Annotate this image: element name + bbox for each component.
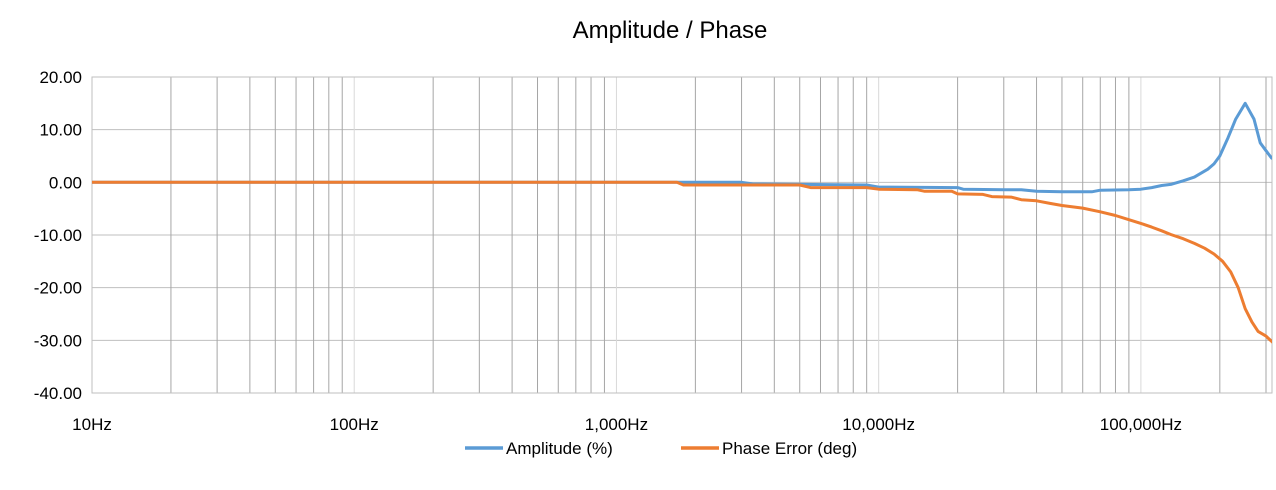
legend-label-phase: Phase Error (deg) [722,439,857,458]
y-tick-label: -10.00 [34,226,82,245]
x-tick-label: 10Hz [72,415,112,434]
series-line-phase-error [92,180,1272,344]
y-tick-label: 10.00 [39,121,82,140]
x-tick-label: 1,000Hz [585,415,648,434]
grid [91,76,1273,394]
series-lines [92,101,1272,344]
series-line-amplitude [92,101,1272,194]
y-tick-label: -20.00 [34,279,82,298]
y-tick-label: 20.00 [39,68,82,87]
x-tick-label: 100Hz [330,415,379,434]
plot-area-border [91,76,1273,394]
y-axis-ticks: 20.00 10.00 0.00 -10.00 -20.00 -30.00 -40.00 [34,68,82,403]
y-tick-label: -40.00 [34,384,82,403]
x-tick-label: 100,000Hz [1100,415,1182,434]
chart-title: Amplitude / Phase [573,17,768,44]
y-tick-label: -30.00 [34,331,82,350]
x-axis-ticks: 10Hz 100Hz 1,000Hz 10,000Hz 100,000Hz [72,415,1182,434]
legend-label-amplitude: Amplitude (%) [506,439,613,458]
y-tick-label: 0.00 [49,173,82,192]
legend: Amplitude (%) Phase Error (deg) [465,439,857,458]
x-tick-label: 10,000Hz [842,415,915,434]
